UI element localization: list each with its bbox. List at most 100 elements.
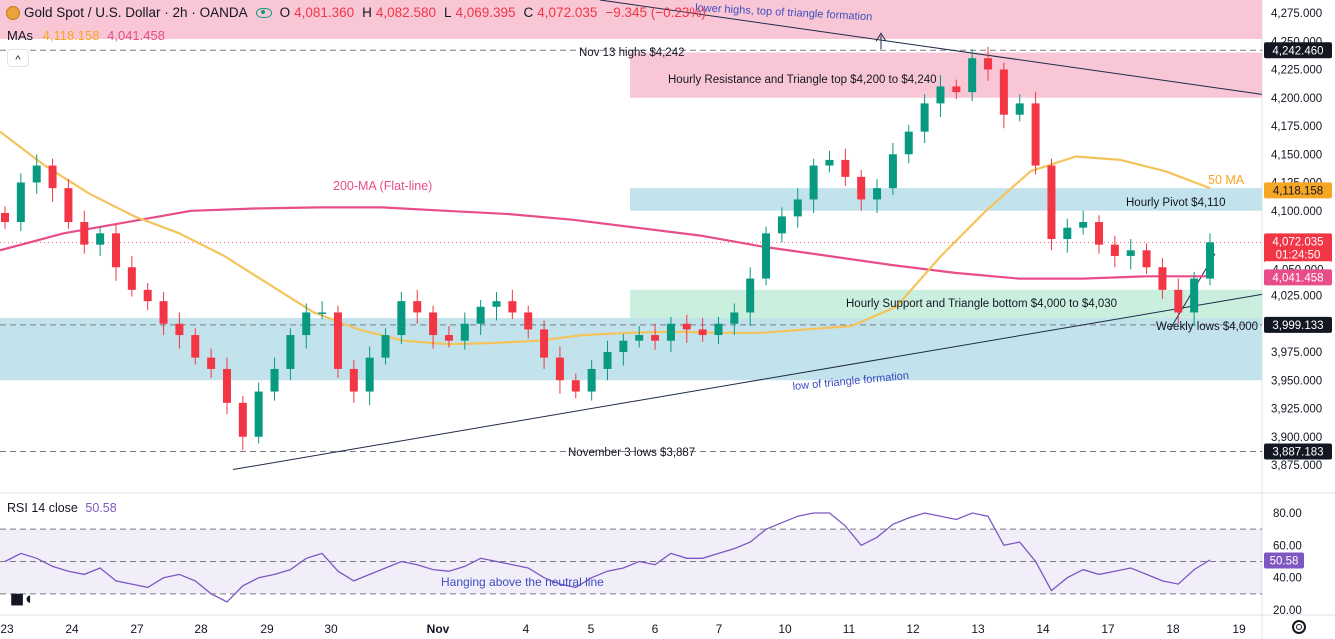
time-axis[interactable]: 23 24 27 28 29 30 Nov 4 5 6 7 10 11 12 13 14 17 18 19 bbox=[0, 622, 1246, 636]
nov3-label: November 3 lows $3,887 bbox=[568, 447, 695, 459]
candle-body bbox=[777, 216, 786, 234]
candle-body bbox=[508, 301, 517, 313]
ma200-label: 200-MA (Flat-line) bbox=[333, 179, 432, 193]
price-tick-label: 3,900.000 bbox=[1271, 432, 1322, 444]
candle-body bbox=[111, 233, 120, 268]
ma-legend: MAs 4,118.158 4,041.458 bbox=[7, 28, 165, 43]
price-tick-label: 3,925.000 bbox=[1271, 404, 1322, 416]
candle-body bbox=[333, 312, 342, 369]
time-tick-label: 19 bbox=[1232, 622, 1246, 636]
price-tick-label: 4,025.000 bbox=[1271, 291, 1322, 303]
candle-body bbox=[48, 165, 57, 189]
time-tick-label: 27 bbox=[130, 622, 144, 636]
gold-coin-icon bbox=[6, 5, 20, 20]
candle-body bbox=[841, 159, 850, 177]
candle-body bbox=[1206, 242, 1214, 279]
tv-logo-icon: ◼◖ bbox=[10, 589, 33, 608]
level-badge-nov3-bg bbox=[1264, 443, 1332, 460]
candle-body bbox=[207, 357, 216, 369]
level-badge-weekly-bg bbox=[1264, 316, 1332, 333]
candle-body bbox=[318, 312, 327, 314]
candle-body bbox=[413, 301, 422, 313]
time-tick-label: 4 bbox=[523, 622, 530, 636]
candle-body bbox=[1031, 103, 1040, 166]
candle-body bbox=[80, 222, 89, 245]
candle-body bbox=[1047, 165, 1056, 239]
last-price-badge-bg bbox=[1264, 233, 1332, 264]
level-badge-nov3: 3,887.183 bbox=[1272, 446, 1323, 458]
candle-body bbox=[492, 301, 501, 307]
candle-body bbox=[32, 165, 41, 183]
rsi-params: 14 close bbox=[31, 501, 78, 515]
tradingview-logo[interactable]: ◼◖ bbox=[10, 589, 33, 609]
time-tick-label: 13 bbox=[971, 622, 985, 636]
time-tick-label: 24 bbox=[65, 622, 79, 636]
annotations: lower highs, top of triangle formationlo… bbox=[333, 2, 1258, 459]
candle-body bbox=[619, 340, 628, 352]
candle-body bbox=[714, 323, 723, 336]
candle-body bbox=[127, 267, 136, 290]
ohlc-close: 4,072.035 bbox=[537, 5, 598, 20]
candle-body bbox=[64, 188, 73, 223]
ma50-badge: 4,118.158 bbox=[1273, 185, 1323, 197]
symbol-title[interactable]: Gold Spot / U.S. Dollar · 2h · OANDA bbox=[24, 5, 248, 20]
candle-body bbox=[1174, 289, 1183, 313]
price-tick-label: 3,950.000 bbox=[1271, 375, 1322, 387]
candle-body bbox=[302, 312, 311, 336]
ohlc-high: 4,082.580 bbox=[375, 5, 436, 20]
candle-body bbox=[238, 402, 247, 437]
eye-icon[interactable] bbox=[255, 7, 272, 18]
candle-body bbox=[952, 86, 961, 93]
price-tick-label: 3,975.000 bbox=[1271, 347, 1322, 359]
collapse-legend-button[interactable]: ^ bbox=[7, 49, 29, 67]
time-tick-label: 23 bbox=[0, 622, 14, 636]
time-tick-label: 18 bbox=[1166, 622, 1180, 636]
candle-body bbox=[793, 199, 802, 217]
candle-body bbox=[96, 233, 105, 245]
ma50-line bbox=[0, 130, 1211, 346]
ma200-badge: 4,041.458 bbox=[1272, 272, 1323, 284]
candle-body bbox=[1126, 250, 1135, 256]
candle-body bbox=[1063, 227, 1072, 239]
price-tick-label: 3,875.000 bbox=[1271, 460, 1322, 472]
candle-body bbox=[16, 182, 25, 223]
upper-trendline bbox=[599, 0, 1263, 95]
level-badge-nov13-bg bbox=[1264, 42, 1332, 59]
candle-body bbox=[397, 301, 406, 336]
ohlc-low-key: L bbox=[443, 5, 452, 20]
price-tick-label: 4,175.000 bbox=[1271, 121, 1322, 133]
time-tick-label: 6 bbox=[652, 622, 659, 636]
ma50-badge-bg bbox=[1264, 182, 1332, 199]
rsi-annotation: Hanging above the neutral line bbox=[441, 575, 604, 589]
candle-body bbox=[159, 301, 168, 324]
candle-body bbox=[270, 368, 279, 392]
gear-icon[interactable] bbox=[1292, 620, 1306, 634]
candle-body bbox=[888, 154, 897, 189]
price-axis-badges: 4,242.4604,118.1584,072.03501:24:504,050… bbox=[1264, 42, 1332, 460]
ma-legend-label[interactable]: MAs bbox=[7, 28, 33, 43]
time-tick-label: 5 bbox=[588, 622, 595, 636]
support-zone-label: Hourly Support and Triangle bottom $4,00… bbox=[846, 298, 1117, 310]
candle-body bbox=[175, 323, 184, 336]
candle-body bbox=[603, 352, 612, 369]
time-tick-label: 30 bbox=[324, 622, 338, 636]
candle-body bbox=[191, 335, 200, 358]
candle-body bbox=[254, 391, 263, 437]
time-tick-label: 17 bbox=[1101, 622, 1115, 636]
time-tick-label: 7 bbox=[716, 622, 723, 636]
rsi-tick-label: 60.00 bbox=[1273, 540, 1302, 552]
last-price-badge: 4,072.035 bbox=[1272, 236, 1323, 248]
rsi-value-badge-bg bbox=[1264, 552, 1304, 569]
candle-body bbox=[666, 323, 675, 341]
candle-body bbox=[540, 329, 549, 358]
nov13-label: Nov 13 highs $4,242 bbox=[579, 47, 685, 59]
chevron-up-icon: ^ bbox=[15, 54, 21, 66]
rsi-value-badge: 50.58 bbox=[1270, 556, 1299, 568]
ma50-path bbox=[0, 130, 1211, 346]
rsi-title[interactable]: RSI bbox=[7, 501, 28, 515]
candle-body bbox=[635, 335, 644, 341]
time-tick-label: Nov bbox=[427, 622, 450, 636]
price-zones bbox=[0, 0, 1262, 381]
candle-body bbox=[698, 329, 707, 336]
horizontal-levels bbox=[0, 49, 1262, 452]
